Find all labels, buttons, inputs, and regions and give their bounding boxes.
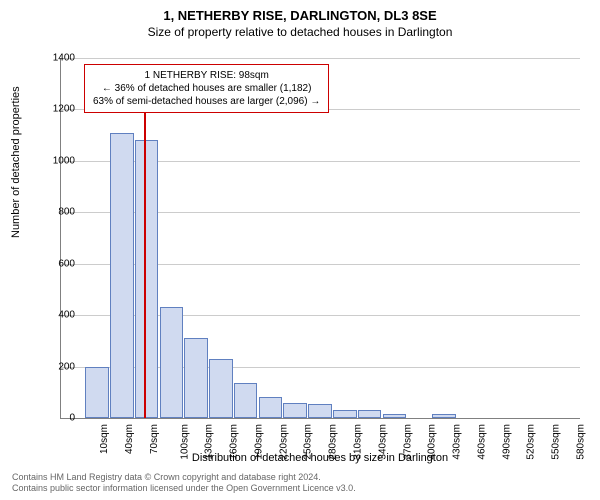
x-tick-label: 460sqm <box>476 424 487 460</box>
page-title: 1, NETHERBY RISE, DARLINGTON, DL3 8SE <box>0 0 600 23</box>
annotation-box: 1 NETHERBY RISE: 98sqm← 36% of detached … <box>84 64 329 113</box>
x-tick-label: 250sqm <box>303 424 314 460</box>
footer-line-2: Contains public sector information licen… <box>12 483 356 494</box>
bar <box>135 140 159 418</box>
x-tick-label: 100sqm <box>179 424 190 460</box>
bar <box>259 397 283 418</box>
bar <box>184 338 208 418</box>
x-tick-label: 370sqm <box>402 424 413 460</box>
bar <box>383 414 407 418</box>
bar <box>85 367 109 418</box>
x-tick-label: 10sqm <box>99 424 110 454</box>
y-tick-label: 200 <box>35 361 75 372</box>
x-tick-label: 520sqm <box>526 424 537 460</box>
grid-line <box>60 58 580 59</box>
annotation-line: 63% of semi-detached houses are larger (… <box>93 95 320 108</box>
bar <box>308 404 332 418</box>
x-tick-label: 40sqm <box>124 424 135 454</box>
footer-attribution: Contains HM Land Registry data © Crown c… <box>12 472 356 494</box>
bar <box>358 410 382 418</box>
x-tick-label: 130sqm <box>204 424 215 460</box>
page-subtitle: Size of property relative to detached ho… <box>0 23 600 39</box>
y-tick-label: 0 <box>35 413 75 424</box>
bar <box>234 383 258 418</box>
annotation-line: 1 NETHERBY RISE: 98sqm <box>93 69 320 82</box>
x-tick-label: 550sqm <box>551 424 562 460</box>
y-tick-label: 400 <box>35 310 75 321</box>
x-tick-label: 190sqm <box>254 424 265 460</box>
y-tick-label: 1200 <box>35 104 75 115</box>
x-tick-label: 400sqm <box>427 424 438 460</box>
bar <box>333 410 357 418</box>
x-tick-label: 430sqm <box>452 424 463 460</box>
bar <box>432 414 456 418</box>
x-tick-label: 160sqm <box>229 424 240 460</box>
y-tick-label: 600 <box>35 258 75 269</box>
x-tick-label: 490sqm <box>501 424 512 460</box>
bar <box>160 307 184 418</box>
x-tick-label: 70sqm <box>149 424 160 454</box>
annotation-line: ← 36% of detached houses are smaller (1,… <box>93 82 320 95</box>
bar <box>283 403 307 418</box>
property-marker-line <box>144 97 146 418</box>
bar <box>209 359 233 418</box>
footer-line-1: Contains HM Land Registry data © Crown c… <box>12 472 356 483</box>
y-axis-label: Number of detached properties <box>10 86 22 238</box>
x-axis-line <box>60 418 580 419</box>
y-tick-label: 800 <box>35 207 75 218</box>
y-tick-label: 1400 <box>35 53 75 64</box>
x-tick-label: 280sqm <box>328 424 339 460</box>
bar <box>110 133 134 418</box>
y-tick-label: 1000 <box>35 155 75 166</box>
x-tick-label: 220sqm <box>278 424 289 460</box>
x-tick-label: 310sqm <box>353 424 364 460</box>
x-tick-label: 580sqm <box>575 424 586 460</box>
x-tick-label: 340sqm <box>377 424 388 460</box>
